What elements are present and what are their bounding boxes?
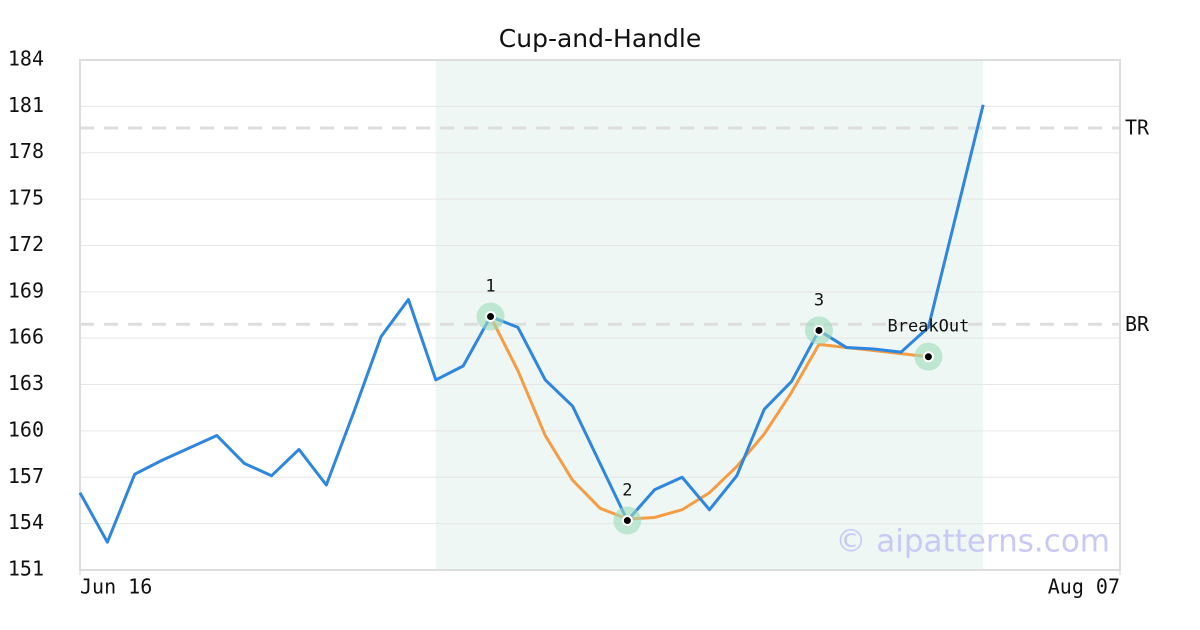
point-label: 2 bbox=[622, 481, 632, 501]
y-tick-label: 178 bbox=[8, 139, 44, 163]
x-tick-label: Aug 07 bbox=[1048, 575, 1120, 599]
point-label: 3 bbox=[814, 290, 824, 310]
y-tick-label: 160 bbox=[8, 417, 44, 441]
pattern-region bbox=[435, 60, 984, 570]
level-label: BR bbox=[1125, 312, 1150, 336]
point-marker bbox=[922, 351, 934, 363]
y-tick-label: 181 bbox=[8, 93, 44, 117]
point-marker bbox=[485, 311, 497, 323]
y-tick-label: 175 bbox=[8, 186, 44, 210]
y-tick-label: 151 bbox=[8, 557, 44, 581]
y-tick-label: 154 bbox=[8, 510, 44, 534]
y-tick-label: 163 bbox=[8, 371, 44, 395]
point-label: 1 bbox=[485, 277, 495, 297]
x-tick-label: Jun 16 bbox=[80, 575, 152, 599]
y-tick-label: 157 bbox=[8, 464, 44, 488]
point-marker bbox=[813, 324, 825, 336]
y-tick-label: 184 bbox=[8, 47, 44, 71]
y-tick-label: 169 bbox=[8, 278, 44, 302]
watermark: © aipatterns.com bbox=[835, 524, 1110, 560]
y-tick-label: 166 bbox=[8, 325, 44, 349]
point-marker bbox=[621, 515, 633, 527]
chart-title: Cup-and-Handle bbox=[499, 24, 701, 53]
plot-frame bbox=[79, 59, 1121, 571]
series-line bbox=[78, 104, 985, 544]
y-tick-label: 172 bbox=[8, 232, 44, 256]
point-label: BreakOut bbox=[887, 317, 969, 337]
level-label: TR bbox=[1125, 116, 1150, 140]
